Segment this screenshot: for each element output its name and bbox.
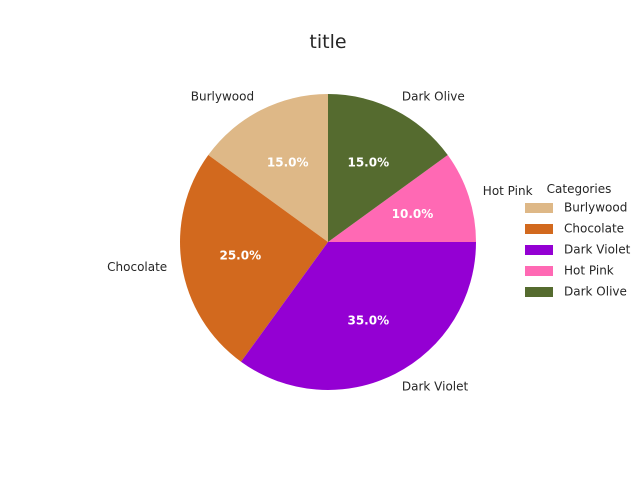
percent-label-dark-olive: 15.0% [347,155,389,169]
slice-label-burlywood: Burlywood [191,89,254,103]
slice-label-dark-olive: Dark Olive [402,89,465,103]
slice-label-dark-violet: Dark Violet [402,380,469,394]
legend-swatch-chocolate [525,224,553,234]
legend-swatch-burlywood [525,203,553,213]
slice-label-hot-pink: Hot Pink [483,184,533,198]
legend-label-dark-olive: Dark Olive [564,285,627,299]
pie-slice-chocolate [180,155,328,362]
percent-label-chocolate: 25.0% [219,248,261,262]
pie-slice-hot-pink [328,155,476,242]
legend-label-burlywood: Burlywood [564,201,627,215]
slice-labels: Burlywood Chocolate Dark Violet Hot Pink Dar… [107,89,532,393]
pie-slice-dark-olive [328,94,448,242]
legend-label-chocolate: Chocolate [564,222,624,236]
percent-label-dark-violet: 35.0% [347,314,389,328]
percent-label-hot-pink: 10.0% [392,207,434,221]
legend-title: Categories [547,182,612,196]
pie-slices [180,94,476,390]
pie-slice-burlywood [208,94,328,242]
legend-label-dark-violet: Dark Violet [564,243,631,257]
slice-label-chocolate: Chocolate [107,260,167,274]
chart-title: title [309,31,346,53]
legend: Categories Burlywood Chocolate Dark Violet… [525,182,631,299]
pie-slice-dark-violet [241,242,476,390]
percent-label-burlywood: 15.0% [267,155,309,169]
legend-swatch-dark-olive [525,287,553,297]
legend-swatch-dark-violet [525,245,553,255]
legend-label-hot-pink: Hot Pink [564,264,614,278]
legend-swatch-hot-pink [525,266,553,276]
percent-labels: 15.0% 25.0% 35.0% 10.0% 15.0% [219,155,433,327]
